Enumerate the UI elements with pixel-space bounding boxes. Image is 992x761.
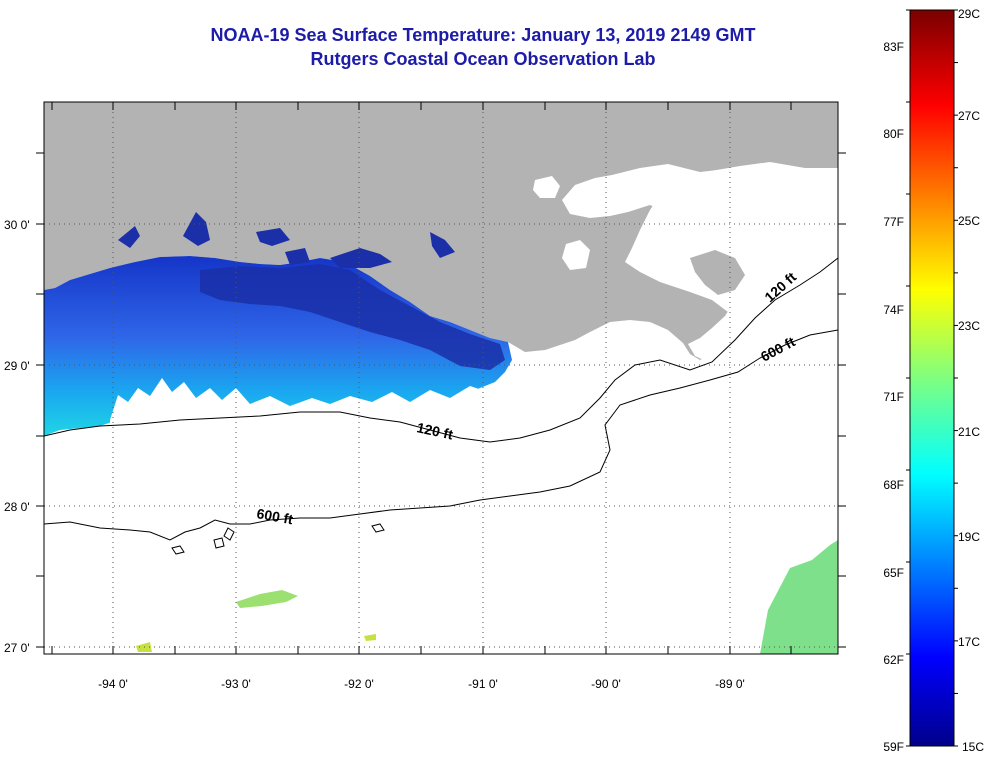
land-inner — [690, 250, 745, 295]
sst-dark-nearshore — [200, 264, 505, 370]
lat-label-29: 29 0' — [4, 359, 30, 373]
cbar-f-68: 68F — [883, 478, 904, 492]
lon-label-89: -89 0' — [715, 677, 745, 691]
contour-label-600ft-west: 600 ft — [255, 505, 294, 527]
warm-patch-se — [760, 540, 838, 654]
lon-label-91: -91 0' — [468, 677, 498, 691]
contour-label-120ft-west: 120 ft — [415, 419, 454, 442]
cbar-c-15: 15C — [962, 740, 984, 754]
lon-label-90: -90 0' — [591, 677, 621, 691]
cbar-f-74: 74F — [883, 303, 904, 317]
cbar-f-71: 71F — [883, 390, 904, 404]
map-title: NOAA-19 Sea Surface Temperature: January… — [210, 25, 756, 45]
cbar-c-21: 21C — [958, 425, 980, 439]
lat-label-27: 27 0' — [4, 641, 30, 655]
colorbar-gradient — [909, 9, 955, 747]
lat-label-28: 28 0' — [4, 500, 30, 514]
frame-ticks — [36, 102, 846, 654]
cbar-f-62: 62F — [883, 653, 904, 667]
cbar-f-77: 77F — [883, 215, 904, 229]
contour-120ft — [44, 257, 838, 443]
cbar-c-27: 27C — [958, 109, 980, 123]
cbar-c-19: 19C — [958, 530, 980, 544]
colorbar: 29C 27C 25C 23C 21C 19C 17C 15C 83F 80F … — [883, 7, 984, 754]
lake-nodata-2 — [562, 240, 590, 270]
cbar-c-25: 25C — [958, 214, 980, 228]
inland-water-5 — [330, 248, 392, 268]
contour-600ft — [44, 329, 838, 541]
cbar-c-17: 17C — [958, 635, 980, 649]
inland-water-1 — [118, 226, 140, 248]
map-subtitle: Rutgers Coastal Ocean Observation Lab — [310, 49, 656, 69]
cbar-f-83: 83F — [883, 40, 904, 54]
lon-label-93: -93 0' — [221, 677, 251, 691]
graticule — [44, 102, 838, 654]
inland-water-6 — [430, 232, 455, 258]
cbar-c-29: 29C — [958, 7, 980, 21]
lon-label-94: -94 0' — [98, 677, 128, 691]
contour-islands — [171, 523, 385, 555]
warm-patch-mid — [236, 590, 298, 608]
lake-nodata — [533, 176, 560, 198]
cbar-c-23: 23C — [958, 319, 980, 333]
inland-water-2 — [183, 212, 210, 246]
inland-water-4 — [285, 248, 310, 265]
land-mass — [44, 102, 838, 360]
lat-label-30: 30 0' — [4, 218, 30, 232]
cbar-f-65: 65F — [883, 566, 904, 580]
map-border — [43, 101, 839, 655]
cbar-f-80: 80F — [883, 127, 904, 141]
inland-water-3 — [256, 228, 290, 246]
lon-label-92: -92 0' — [344, 677, 374, 691]
warm-patch-small-2 — [364, 634, 376, 641]
cbar-f-59: 59F — [883, 740, 904, 754]
